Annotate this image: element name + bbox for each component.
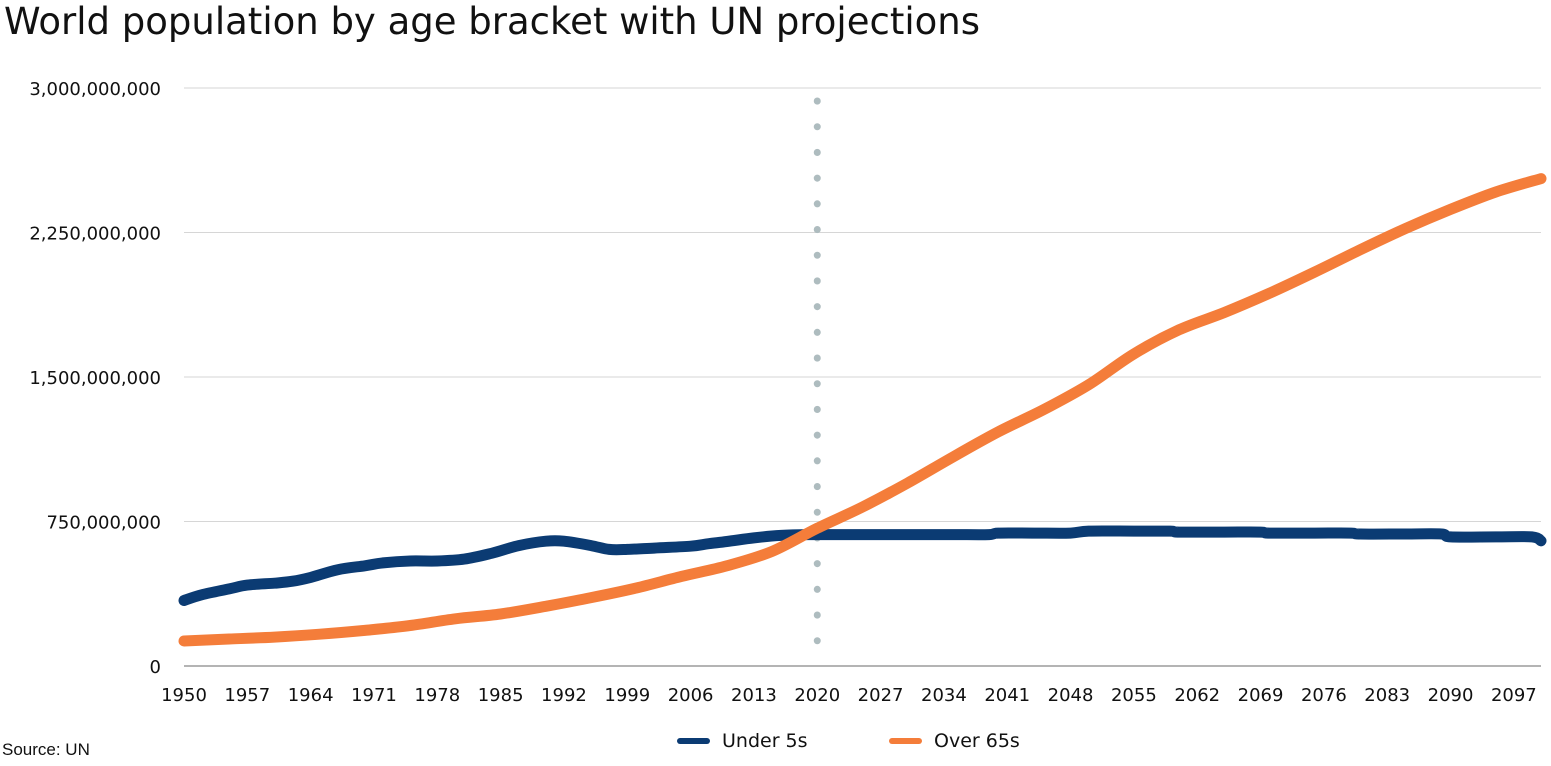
series-line-over-65s [178,173,1547,647]
legend-label-over-65s: Over 65s [934,730,1020,752]
legend-swatch-over-65s [889,738,922,744]
y-tick-label: 750,000,000 [46,513,161,534]
x-tick-label: 2062 [1174,685,1220,706]
source-note: Source: UN [2,740,90,759]
legend-item-under-5s: Under 5s [677,728,808,754]
y-tick-label: 1,500,000,000 [29,368,161,389]
x-tick-label: 1957 [224,685,270,706]
x-tick-label: 2013 [731,685,777,706]
y-tick-label: 2,250,000,000 [29,224,161,245]
chart-title: World population by age bracket with UN … [4,0,980,43]
x-tick-label: 1978 [414,685,460,706]
x-tick-label: 2090 [1428,685,1474,706]
x-tick-label: 2076 [1301,685,1347,706]
x-tick-label: 1999 [604,685,650,706]
x-tick-label: 2083 [1364,685,1410,706]
series-line-under-5s [178,525,1547,606]
grid-lines [184,87,1541,667]
legend-item-over-65s: Over 65s [889,728,1020,754]
x-tick-label: 2055 [1111,685,1157,706]
x-tick-label: 2041 [984,685,1030,706]
x-tick-label: 2020 [794,685,840,706]
legend-label-under-5s: Under 5s [722,730,808,752]
x-tick-label: 2048 [1048,685,1094,706]
x-tick-label: 1971 [351,685,397,706]
x-tick-label: 1964 [288,685,334,706]
series-lines [178,173,1547,647]
legend-swatch-under-5s [677,738,710,744]
y-axis-tick-labels: 0 750,000,000 1,500,000,000 2,250,000,000 3,… [29,79,161,678]
x-axis-tick-labels: 1950 1957 1964 1971 1978 1985 1992 1999 2006 2013… [161,685,1537,706]
x-tick-label: 2069 [1238,685,1284,706]
x-tick-label: 1992 [541,685,587,706]
x-tick-label: 2097 [1491,685,1537,706]
x-tick-label: 1985 [478,685,524,706]
x-tick-label: 2006 [668,685,714,706]
y-tick-label: 0 [150,657,161,678]
y-tick-label: 3,000,000,000 [29,79,161,100]
x-tick-label: 2034 [921,685,967,706]
x-tick-label: 1950 [161,685,207,706]
x-tick-label: 2027 [858,685,904,706]
